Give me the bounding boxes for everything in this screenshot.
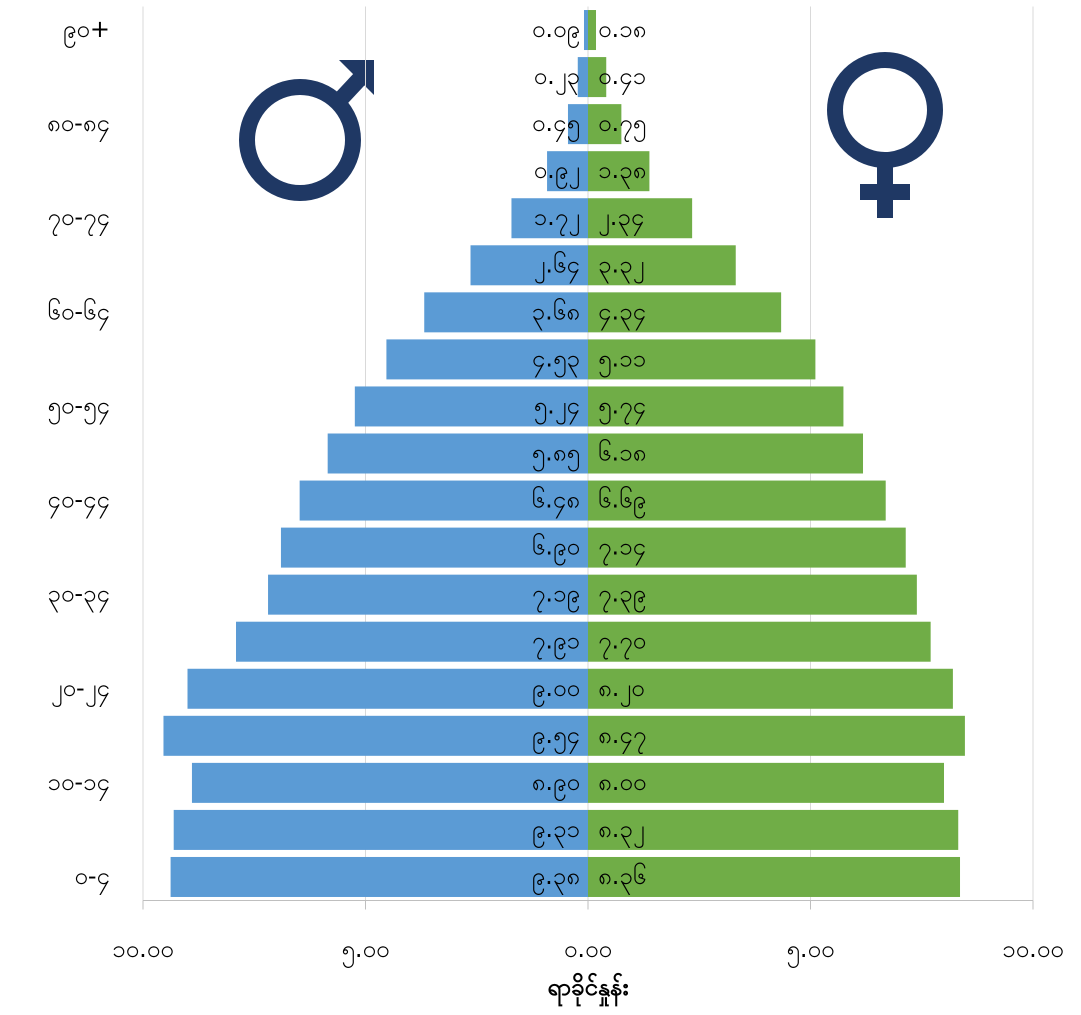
- data-label: ၆.၉၀: [532, 532, 580, 566]
- data-label: ၁.၃၈: [598, 156, 646, 189]
- data-label: ၃.၆၈: [532, 296, 580, 330]
- bar: [187, 668, 588, 709]
- data-label: ၈.၄၇: [598, 721, 646, 754]
- data-label: ၇.၁၉: [532, 580, 580, 613]
- data-label: ၉.၀၀: [532, 674, 580, 707]
- data-label: ၄.၅၃: [532, 344, 580, 377]
- bar: [588, 668, 953, 709]
- data-label: ၂.၃၄: [598, 203, 644, 236]
- y-tick-label: ၁၀-၁၄: [47, 768, 110, 801]
- x-tick-label: ၁၀.၀၀: [112, 935, 174, 963]
- bar: [588, 57, 607, 98]
- bar: [588, 809, 959, 850]
- bar: [588, 104, 622, 145]
- bar: [588, 762, 944, 803]
- bar: [577, 57, 588, 98]
- bar: [567, 104, 588, 145]
- data-label: ၃.၃၂: [598, 250, 644, 283]
- male-symbol: [239, 60, 374, 201]
- data-label: ၅.၈၅: [532, 439, 580, 472]
- data-label: ၇.၁၄: [598, 533, 646, 566]
- y-tick-label: ၈၀-၈၄: [47, 109, 110, 142]
- data-label: ၆.၆၉: [598, 485, 646, 519]
- data-label: ၆.၁၈: [598, 438, 646, 467]
- data-label: ၆.၄၈: [532, 485, 580, 519]
- bar: [173, 809, 588, 850]
- bar: [588, 527, 906, 568]
- bar: [268, 574, 588, 615]
- bar: [299, 480, 588, 521]
- data-label: ၀.၉၂: [534, 156, 580, 189]
- data-label: ၉.၅၄: [532, 721, 580, 754]
- y-tick-label: ၉၀+: [63, 15, 110, 48]
- bar: [511, 198, 588, 239]
- data-label: ၉.၃၁: [532, 815, 580, 848]
- data-label: ၀.၀၉: [532, 15, 580, 48]
- data-label: ၅.၂၄: [534, 391, 580, 424]
- y-tick-label: ၂၀-၂၄: [51, 674, 110, 707]
- bar: [236, 621, 588, 662]
- data-label: ၈.၉၀: [532, 768, 580, 801]
- data-label: ၈.၀၀: [598, 768, 646, 796]
- data-label: ၈.၂၀: [598, 674, 645, 707]
- data-label: ၈.၃၆: [598, 861, 646, 895]
- y-tick-label: ၆၀-၆၄: [47, 296, 110, 330]
- data-label: ၂.၆၄: [534, 249, 580, 283]
- data-label: ၀.၄၁: [598, 62, 646, 95]
- data-label: ၉.၃၈: [532, 862, 580, 895]
- bar: [588, 480, 886, 521]
- bar: [470, 245, 588, 286]
- data-label: ၁.၇၂: [534, 203, 580, 236]
- bar: [588, 856, 961, 897]
- bar: [170, 856, 588, 897]
- x-tick-label: ၅.၀၀: [786, 935, 834, 968]
- data-label: ၅.၁၁: [598, 344, 646, 377]
- female-symbol: [827, 52, 943, 218]
- bar: [588, 621, 931, 662]
- bar: [588, 715, 965, 756]
- y-tick-label: ၀-၄: [74, 862, 110, 895]
- bar: [588, 574, 917, 615]
- bar: [588, 198, 693, 239]
- bar: [386, 339, 588, 380]
- y-tick-label: ၃၀-၃၄: [47, 580, 110, 613]
- bar: [588, 339, 816, 380]
- x-tick-label: ၁၀.၀၀: [1002, 935, 1064, 963]
- y-tick-label: ၄၀-၄၄: [47, 486, 110, 519]
- data-label: ၀.၂၃: [534, 62, 580, 95]
- data-label: ၀.၇၅: [598, 109, 646, 142]
- data-label: ၈.၃၂: [598, 815, 645, 848]
- bar: [280, 527, 588, 568]
- x-tick-label: ၀.၀၀: [564, 935, 612, 963]
- data-label: ၇.၉၁: [532, 627, 580, 660]
- data-label: ၀.၁၈: [598, 15, 646, 43]
- bar: [588, 433, 864, 474]
- data-label: ၅.၇၄: [598, 391, 646, 424]
- bar: [424, 292, 588, 333]
- bar: [547, 151, 588, 192]
- data-label: ၀.၄၅: [532, 109, 580, 142]
- data-label: ၇.၃၉: [598, 580, 646, 613]
- bar: [588, 10, 597, 51]
- bar: [583, 10, 588, 51]
- bar: [588, 292, 782, 333]
- bar: [588, 386, 844, 427]
- bar: [163, 715, 588, 756]
- bar: [588, 151, 650, 192]
- bar: [354, 386, 588, 427]
- bar: [327, 433, 588, 474]
- x-axis-title: ရာခိုင်နှုန်း: [547, 972, 628, 1007]
- data-label: ၄.၃၄: [598, 297, 646, 330]
- data-label: ၇.၇၀: [598, 627, 646, 660]
- bar: [191, 762, 588, 803]
- y-tick-label: ၇၀-၇၄: [47, 203, 110, 236]
- x-tick-label: ၅.၀၀: [341, 935, 389, 968]
- y-tick-label: ၅၀-၅၄: [47, 391, 110, 424]
- bar: [588, 245, 736, 286]
